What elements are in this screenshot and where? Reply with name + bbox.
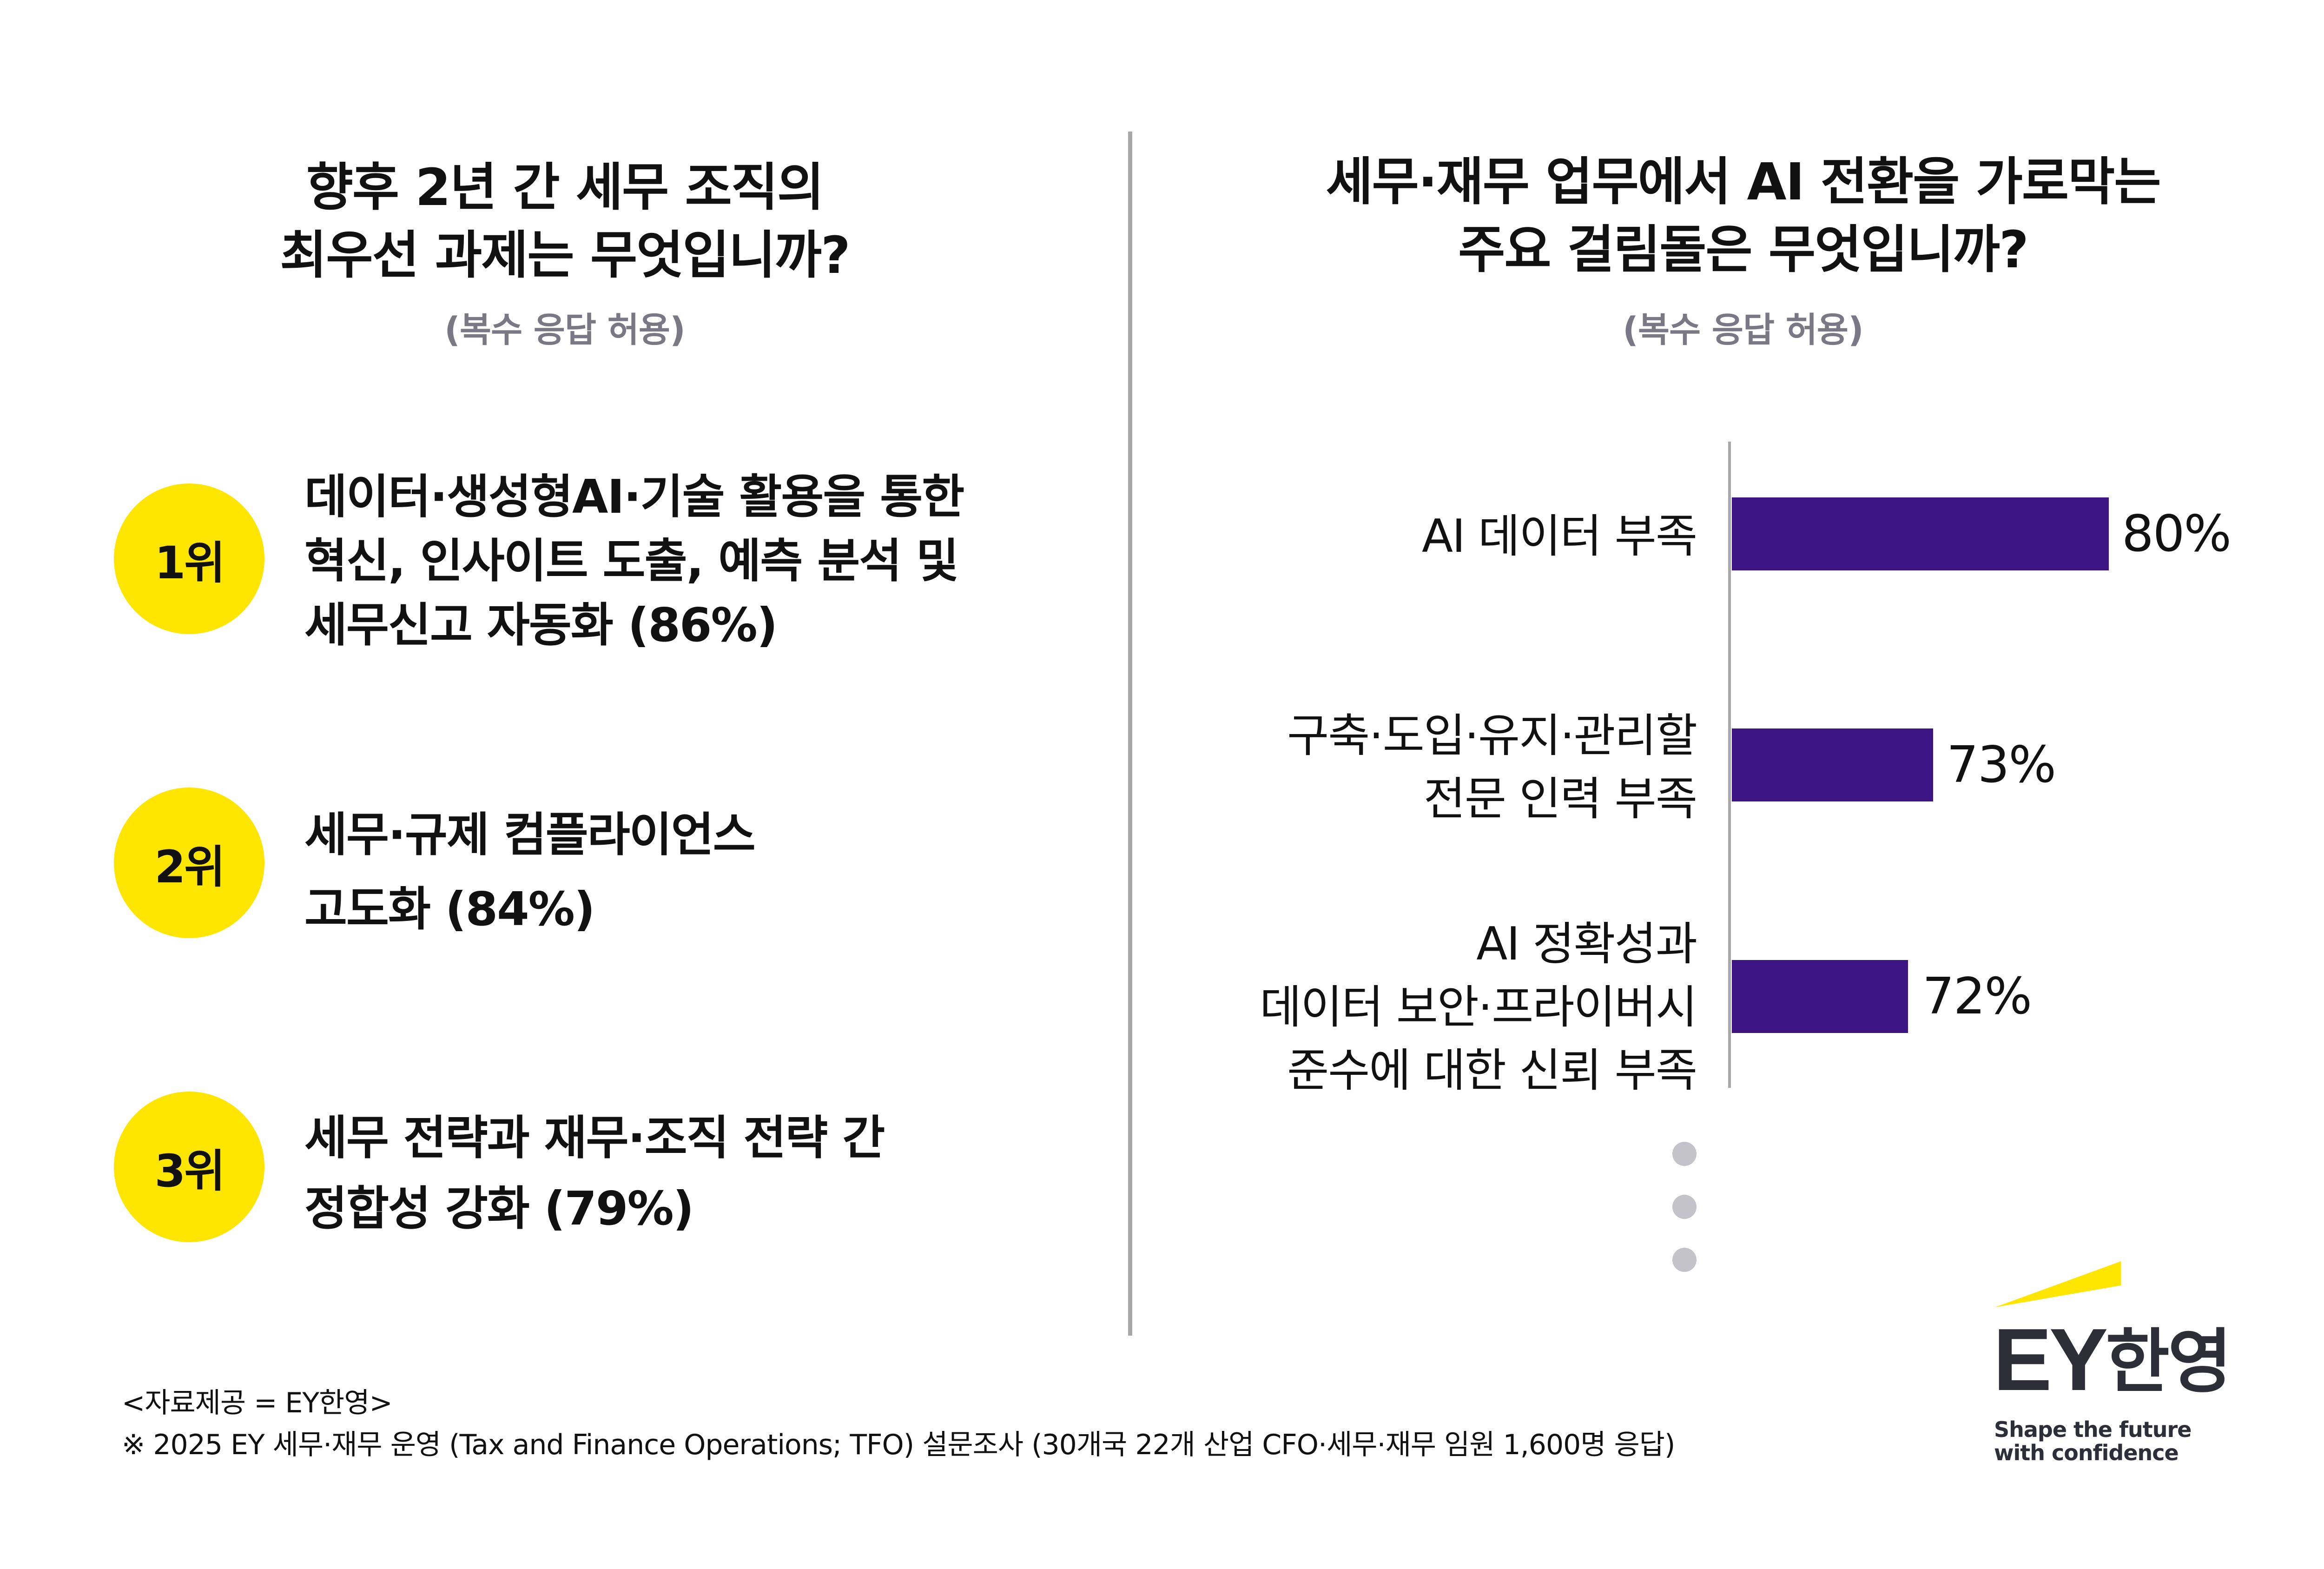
rank-label-1: 1위: [154, 536, 225, 589]
survey-note: ※ 2025 EY 세무·재무 운영 (Tax and Finance Oper…: [122, 1429, 1675, 1461]
bar-label-1-line-1: AI 데이터 부족: [1421, 510, 1697, 563]
chart-axis: [1728, 442, 1731, 1088]
rank-item-3-text: 세무 전략과 재무·조직 전략 간 정합성 강화 (79%): [304, 1103, 1095, 1244]
left-subtitle: (복수 응답 허용): [444, 310, 686, 350]
logo-ey: EY: [1993, 1311, 2108, 1409]
bar-label-3-line-3: 준수에 대한 신뢰 부족: [1287, 1044, 1697, 1097]
logo-tagline-line-2: with confidence: [1994, 1440, 2179, 1465]
more-dot-2: [1672, 1195, 1697, 1219]
bar-value-2: 73%: [1947, 736, 2056, 794]
source-credit: <자료제공 = EY한영>: [122, 1387, 393, 1419]
right-title-line-2: 주요 걸림돌은 무엇입니까?: [1458, 220, 2029, 279]
left-title-line-2: 최우선 과제는 무엇입니까?: [280, 225, 851, 285]
rank-item-3-line-2: 정합성 강화 (79%): [304, 1181, 694, 1236]
more-dot-1: [1672, 1142, 1697, 1166]
logo-tagline-line-1: Shape the future: [1994, 1417, 2192, 1442]
bar-label-2-line-1: 구축·도입·유지·관리할: [1287, 709, 1697, 762]
rank-item-3-line-1: 세무 전략과 재무·조직 전략 간: [304, 1111, 885, 1165]
rank-item-2-text: 세무·규제 컴플라이언스 고도화 (84%): [304, 798, 1095, 947]
rank-item-2-line-2: 고도화 (84%): [304, 882, 595, 936]
bar-label-3: AI 정확성과 데이터 보안·프라이버시 준수에 대한 신뢰 부족: [1260, 913, 1697, 1102]
bar-value-1: 80%: [2122, 505, 2232, 563]
rank-item-1-line-1: 데이터·생성형AI·기술 활용을 통한: [304, 470, 964, 524]
rank-label-2: 2위: [154, 841, 225, 893]
ey-beam-icon: [1995, 1261, 2121, 1307]
right-subtitle: (복수 응답 허용): [1623, 310, 1864, 350]
bar-label-1: AI 데이터 부족: [1422, 505, 1697, 568]
bar-label-2: 구축·도입·유지·관리할 전문 인력 부족: [1287, 704, 1697, 831]
bar-label-2-line-2: 전문 인력 부족: [1423, 773, 1697, 826]
logo-hanyoung: 한영: [2106, 1322, 2232, 1403]
rank-label-3: 3위: [154, 1145, 225, 1197]
logo-tagline: Shape the future with confidence: [1994, 1417, 2192, 1465]
rank-item-1-text: 데이터·생성형AI·기술 활용을 통한 혁신, 인사이트 도출, 예측 분석 및…: [304, 465, 1095, 657]
left-title: 향후 2년 간 세무 조직의 최우선 과제는 무엇입니까?: [116, 153, 1013, 289]
rank-badge-3: 3위: [114, 1092, 264, 1242]
right-title: 세무·재무 업무에서 AI 전환을 가로막는 주요 걸림돌은 무엇입니까?: [1208, 148, 2278, 284]
rank-badge-2: 2위: [114, 788, 264, 938]
left-title-line-1: 향후 2년 간 세무 조직의: [306, 158, 825, 217]
bar-label-3-line-1: AI 정확성과: [1476, 918, 1697, 971]
rank-item-1-line-3: 세무신고 자동화 (86%): [304, 598, 778, 652]
panel-divider: [1128, 132, 1132, 1336]
more-dot-3: [1672, 1248, 1697, 1272]
bar-2: [1732, 728, 1933, 801]
bar-1: [1732, 497, 2109, 570]
rank-item-2-line-1: 세무·규제 컴플라이언스: [304, 808, 756, 862]
rank-item-1-line-2: 혁신, 인사이트 도출, 예측 분석 및: [304, 534, 959, 588]
right-title-line-1: 세무·재무 업무에서 AI 전환을 가로막는: [1326, 152, 2161, 212]
rank-badge-1: 1위: [114, 483, 264, 634]
bar-value-3: 72%: [1922, 967, 2032, 1026]
bar-label-3-line-2: 데이터 보안·프라이버시: [1260, 981, 1697, 1034]
bar-3: [1732, 960, 1908, 1033]
